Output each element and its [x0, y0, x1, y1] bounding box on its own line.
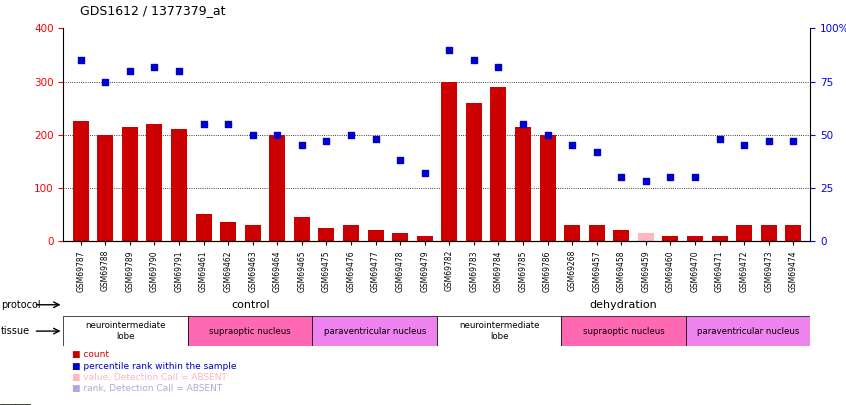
Bar — [417, 236, 432, 241]
Text: dehydration: dehydration — [590, 300, 657, 310]
Point — [663, 174, 677, 181]
Bar — [220, 222, 236, 241]
Point — [738, 142, 751, 149]
Point — [492, 63, 505, 70]
Text: protocol: protocol — [1, 300, 41, 310]
Bar — [15, 404, 30, 405]
Bar — [491, 87, 507, 241]
Bar — [613, 230, 629, 241]
Text: neurointermediate
lobe: neurointermediate lobe — [85, 322, 166, 341]
Point — [295, 142, 309, 149]
Point — [442, 47, 456, 53]
Bar — [97, 134, 113, 241]
Point — [467, 57, 481, 64]
Bar — [761, 225, 777, 241]
Text: ■ value, Detection Call = ABSENT: ■ value, Detection Call = ABSENT — [72, 373, 227, 382]
Text: supraoptic nucleus: supraoptic nucleus — [209, 326, 291, 336]
Bar — [711, 236, 728, 241]
Bar — [244, 225, 261, 241]
Bar — [73, 122, 89, 241]
Bar — [466, 103, 482, 241]
Point — [98, 78, 112, 85]
Point — [614, 174, 628, 181]
Text: ■ percentile rank within the sample: ■ percentile rank within the sample — [72, 362, 236, 371]
Point — [762, 138, 776, 144]
Text: ■ rank, Detection Call = ABSENT: ■ rank, Detection Call = ABSENT — [72, 384, 222, 393]
Point — [320, 138, 333, 144]
Bar — [63, 316, 188, 346]
Point — [271, 131, 284, 138]
Bar — [785, 225, 801, 241]
Bar — [589, 225, 605, 241]
Point — [516, 121, 530, 127]
Point — [246, 131, 260, 138]
Bar — [367, 230, 383, 241]
Bar — [515, 127, 531, 241]
Point — [74, 57, 87, 64]
Point — [688, 174, 701, 181]
Bar — [294, 217, 310, 241]
Text: neurointermediate
lobe: neurointermediate lobe — [459, 322, 540, 341]
Bar — [122, 127, 138, 241]
Bar — [188, 316, 312, 346]
Bar — [195, 214, 212, 241]
Point — [123, 68, 136, 74]
Point — [222, 121, 235, 127]
Bar — [0, 404, 15, 405]
Bar — [562, 316, 686, 346]
Point — [565, 142, 579, 149]
Point — [541, 131, 554, 138]
Bar — [437, 316, 562, 346]
Text: ■ count: ■ count — [72, 350, 109, 359]
Point — [344, 131, 358, 138]
Bar — [269, 134, 285, 241]
Bar — [662, 236, 678, 241]
Bar — [736, 225, 752, 241]
Bar — [564, 225, 580, 241]
Point — [590, 149, 603, 155]
Point — [369, 136, 382, 142]
Point — [418, 170, 431, 176]
Bar — [146, 124, 162, 241]
Bar — [343, 225, 359, 241]
Text: tissue: tissue — [1, 326, 30, 336]
Bar — [638, 233, 654, 241]
Text: control: control — [231, 300, 270, 310]
Text: paraventricular nucleus: paraventricular nucleus — [323, 326, 426, 336]
Bar — [318, 228, 334, 241]
Bar — [171, 129, 187, 241]
Point — [713, 136, 727, 142]
Bar — [442, 81, 457, 241]
Point — [147, 63, 161, 70]
Text: paraventricular nucleus: paraventricular nucleus — [697, 326, 799, 336]
Bar — [312, 316, 437, 346]
Point — [639, 178, 652, 185]
Point — [197, 121, 211, 127]
Point — [787, 138, 800, 144]
Bar — [686, 316, 810, 346]
Bar — [392, 233, 408, 241]
Text: supraoptic nucleus: supraoptic nucleus — [583, 326, 665, 336]
Point — [173, 68, 186, 74]
Bar — [687, 236, 703, 241]
Text: GDS1612 / 1377379_at: GDS1612 / 1377379_at — [80, 4, 226, 17]
Bar — [540, 134, 556, 241]
Point — [393, 157, 407, 164]
